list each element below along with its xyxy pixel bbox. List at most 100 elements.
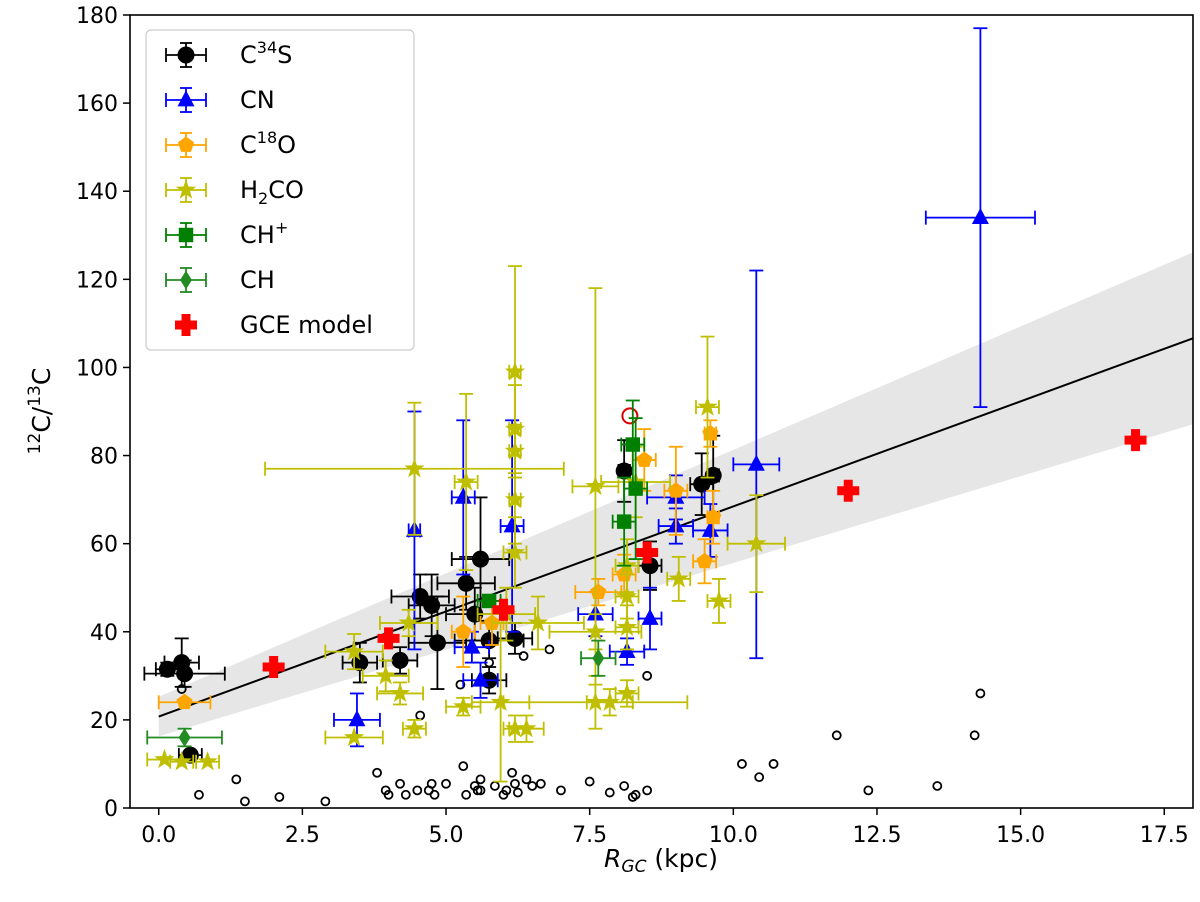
axis-ticks: 0.0 2.5 5.0 7.5 10.0 12.5 15.0 17.5 0 20 40 60 80 100… xyxy=(76,4,1189,848)
x-tick-label: 17.5 xyxy=(1140,823,1189,848)
legend: C34S CN C18O H2CO CH+ CH GCE model xyxy=(145,29,415,351)
h2co-point xyxy=(197,751,218,771)
legend-label: CH xyxy=(240,266,275,294)
series-gce xyxy=(262,429,1147,679)
c34s-point xyxy=(391,651,409,669)
legend-marker xyxy=(177,90,195,107)
open-circle-point xyxy=(320,796,331,807)
c18o-point xyxy=(176,693,193,710)
open-circle-point xyxy=(240,796,250,807)
gce-point xyxy=(636,541,659,564)
open-circle-point xyxy=(472,785,483,796)
open-circle-highlight xyxy=(621,407,639,425)
open-circle-point xyxy=(458,761,469,772)
ch-point xyxy=(178,728,191,747)
chp-point xyxy=(481,593,497,609)
open-circle-point xyxy=(630,789,641,800)
open-circle-point xyxy=(932,781,943,791)
h2co-point xyxy=(504,488,526,509)
open-circle-point xyxy=(619,781,630,791)
y-tick-label: 160 xyxy=(76,92,118,117)
c18o-point xyxy=(455,623,472,639)
legend-marker xyxy=(177,136,195,152)
c34s-point xyxy=(176,665,194,683)
open-circle-point xyxy=(584,776,595,787)
chp-point xyxy=(616,514,632,529)
open-circle-point xyxy=(231,774,242,785)
open-circle-point xyxy=(426,778,437,789)
open-circle-point xyxy=(512,787,523,798)
h2co-point xyxy=(171,751,192,771)
legend-item-gce: GCE model xyxy=(175,311,373,339)
legend-item-ch: CH xyxy=(165,266,275,294)
h2co-point xyxy=(599,691,620,711)
y-tick-label: 120 xyxy=(76,268,118,293)
open-circle-point xyxy=(372,767,382,778)
y-tick-label: 40 xyxy=(90,621,118,646)
x-axis-label: RGC (kpc) xyxy=(604,844,718,877)
y-tick-label: 20 xyxy=(90,709,118,734)
y-tick-label: 80 xyxy=(90,445,118,470)
open-circle-point xyxy=(969,730,980,741)
open-circle-point xyxy=(475,785,486,796)
chp-point xyxy=(628,481,643,496)
h2co-point xyxy=(404,718,425,738)
open-circle-point xyxy=(544,644,555,655)
h2co-point xyxy=(585,691,606,711)
c34s-point xyxy=(428,634,446,652)
h2co-point xyxy=(404,458,425,478)
h2co-point xyxy=(616,555,638,575)
x-tick-label: 0.0 xyxy=(141,823,176,848)
x-tick-label: 2.5 xyxy=(285,823,320,848)
series-ch xyxy=(146,639,617,748)
legend-marker xyxy=(175,314,197,336)
legend-marker xyxy=(178,227,194,243)
c34s-point xyxy=(472,550,490,568)
open-circle-point xyxy=(863,785,874,796)
open-circle-point xyxy=(521,774,532,785)
c34s-point xyxy=(506,629,524,647)
legend-marker xyxy=(177,46,195,64)
plot-area xyxy=(143,27,1193,807)
x-tick-label: 12.5 xyxy=(852,823,901,848)
axes-frame xyxy=(129,14,1194,809)
open-circle-point xyxy=(412,785,423,796)
open-circle-point xyxy=(194,789,204,800)
legend-label: GCE model xyxy=(240,311,373,339)
cn-point xyxy=(971,207,989,225)
h2co-point xyxy=(375,665,396,685)
legend-item-chp: CH+ xyxy=(165,218,288,249)
c34s-point xyxy=(351,654,369,672)
cn-point xyxy=(463,637,481,654)
gce-point xyxy=(492,598,515,621)
open-circle-point xyxy=(831,730,842,741)
y-axis-label: 12C/13C xyxy=(25,368,56,455)
h2co-point xyxy=(504,361,526,381)
y-tick-label: 180 xyxy=(76,4,118,29)
h2co-point xyxy=(453,696,474,716)
legend-item-h2co: H2CO xyxy=(165,176,304,208)
cn-point xyxy=(454,487,472,504)
open-circle-point xyxy=(768,759,779,769)
c34s-point xyxy=(615,462,633,480)
open-circle-point xyxy=(501,785,512,796)
cn-point xyxy=(747,454,765,471)
series-chp xyxy=(476,399,649,609)
x-tick-label: 7.5 xyxy=(572,823,607,848)
y-tick-label: 0 xyxy=(104,797,118,822)
h2co-point xyxy=(504,541,526,562)
y-tick-label: 140 xyxy=(76,180,118,205)
open-circle-point xyxy=(604,787,615,798)
open-circle-point xyxy=(507,767,518,778)
open-circle-point xyxy=(395,778,405,789)
h2co-point xyxy=(697,396,718,416)
c34s-point xyxy=(423,596,441,614)
h2co-point xyxy=(708,590,730,610)
h2co-point xyxy=(585,475,606,495)
y-tick-label: 60 xyxy=(90,533,118,558)
open-circle-point xyxy=(535,778,546,789)
open-circle-point xyxy=(461,789,472,800)
h2co-point xyxy=(490,691,511,711)
gce-point xyxy=(837,479,860,502)
